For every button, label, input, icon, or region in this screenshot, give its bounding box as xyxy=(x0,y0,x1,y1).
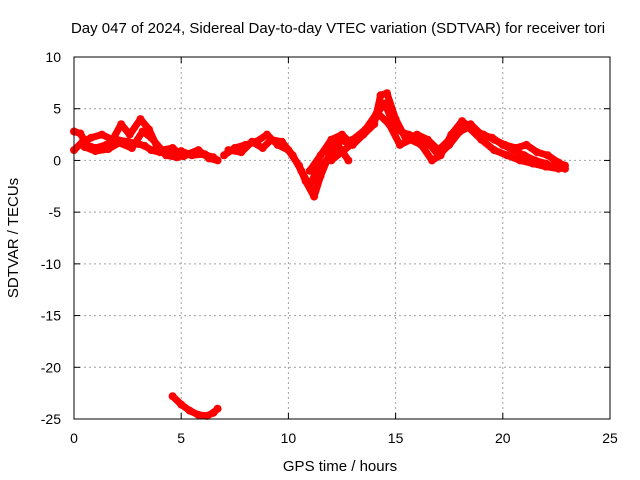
data-point xyxy=(179,152,188,161)
data-point xyxy=(147,133,156,142)
data-point xyxy=(340,146,349,155)
data-point xyxy=(213,404,222,413)
data-point xyxy=(528,159,537,168)
x-tick-label: 25 xyxy=(602,430,618,446)
data-point xyxy=(361,125,370,134)
data-point xyxy=(541,162,550,171)
data-point xyxy=(267,135,276,144)
data-point xyxy=(202,411,211,420)
data-point xyxy=(97,130,106,139)
data-point xyxy=(190,148,199,157)
y-tick-label: -20 xyxy=(41,359,61,375)
data-point xyxy=(80,143,89,151)
data-point xyxy=(127,144,136,152)
data-point xyxy=(554,164,563,173)
data-point xyxy=(380,99,389,108)
data-point xyxy=(391,125,400,134)
x-tick-label: 10 xyxy=(281,430,297,446)
x-tick-label: 20 xyxy=(495,430,511,446)
data-point xyxy=(376,91,385,100)
x-axis-label: GPS time / hours xyxy=(283,458,397,475)
data-point xyxy=(404,130,413,139)
data-point xyxy=(200,150,209,159)
x-tick-label: 0 xyxy=(70,430,78,446)
series-layer xyxy=(70,89,569,420)
data-point xyxy=(115,138,123,147)
data-point xyxy=(185,406,194,415)
data-point xyxy=(305,182,314,191)
y-tick-label: 0 xyxy=(53,152,61,168)
data-point xyxy=(511,144,520,152)
data-point xyxy=(327,135,336,144)
data-point xyxy=(91,147,100,156)
y-tick-label: 10 xyxy=(45,49,61,65)
data-point xyxy=(168,392,177,401)
data-point xyxy=(415,133,424,142)
grid-layer xyxy=(74,57,610,419)
data-point xyxy=(543,151,552,160)
data-point xyxy=(561,161,569,170)
data-point xyxy=(76,129,85,138)
data-point xyxy=(344,156,353,165)
data-point xyxy=(288,151,297,160)
data-point xyxy=(383,89,391,98)
data-point xyxy=(140,141,149,150)
data-point xyxy=(516,156,524,165)
y-tick-label: 5 xyxy=(53,101,61,117)
data-point xyxy=(338,130,346,139)
data-point xyxy=(211,155,220,164)
x-tick-label: 5 xyxy=(177,430,185,446)
data-point xyxy=(194,410,203,419)
data-point xyxy=(490,135,499,144)
y-tick-label: -15 xyxy=(41,308,61,324)
data-point xyxy=(500,140,509,149)
data-point xyxy=(87,133,96,142)
data-point xyxy=(224,146,233,155)
chart-title: Day 047 of 2024, Sidereal Day-to-day VTE… xyxy=(71,20,605,37)
data-point xyxy=(248,137,256,146)
x-tick-label: 15 xyxy=(388,430,404,446)
data-point xyxy=(464,123,473,132)
data-point xyxy=(104,145,113,154)
data-point xyxy=(297,166,306,175)
data-point xyxy=(147,146,156,155)
data-point xyxy=(258,144,267,152)
data-point xyxy=(177,400,186,409)
y-tick-label: -5 xyxy=(49,204,62,220)
data-point xyxy=(428,156,436,165)
data-point xyxy=(157,146,166,155)
tick-layer: 0 5 10 15 20 25 10 5 0 -5 -10 -15 -20 -25 xyxy=(41,49,618,446)
data-point xyxy=(522,140,531,149)
data-point xyxy=(278,137,286,146)
data-point xyxy=(395,140,404,149)
data-point xyxy=(477,135,486,144)
plot-frame xyxy=(73,56,611,420)
data-point xyxy=(168,144,177,152)
data-point xyxy=(503,151,512,160)
data-point xyxy=(348,135,357,144)
data-point xyxy=(125,130,134,139)
data-point xyxy=(138,127,147,136)
data-point xyxy=(372,109,381,118)
y-axis-label: SDTVAR / TECUs xyxy=(5,178,22,298)
data-point xyxy=(305,166,314,175)
y-tick-label: -25 xyxy=(41,411,61,427)
data-point xyxy=(445,140,454,149)
data-point xyxy=(316,151,325,160)
data-point xyxy=(490,146,499,155)
data-point xyxy=(458,117,467,126)
data-point xyxy=(327,156,336,165)
data-point xyxy=(136,115,145,124)
data-point xyxy=(434,151,443,160)
series-track-h xyxy=(349,100,562,173)
data-point xyxy=(310,192,319,201)
y-tick-label: -10 xyxy=(41,256,61,272)
data-point xyxy=(455,127,464,136)
data-point xyxy=(425,140,434,149)
data-point xyxy=(117,120,126,129)
data-point xyxy=(533,148,542,157)
data-point xyxy=(554,158,563,167)
data-point xyxy=(237,148,246,157)
